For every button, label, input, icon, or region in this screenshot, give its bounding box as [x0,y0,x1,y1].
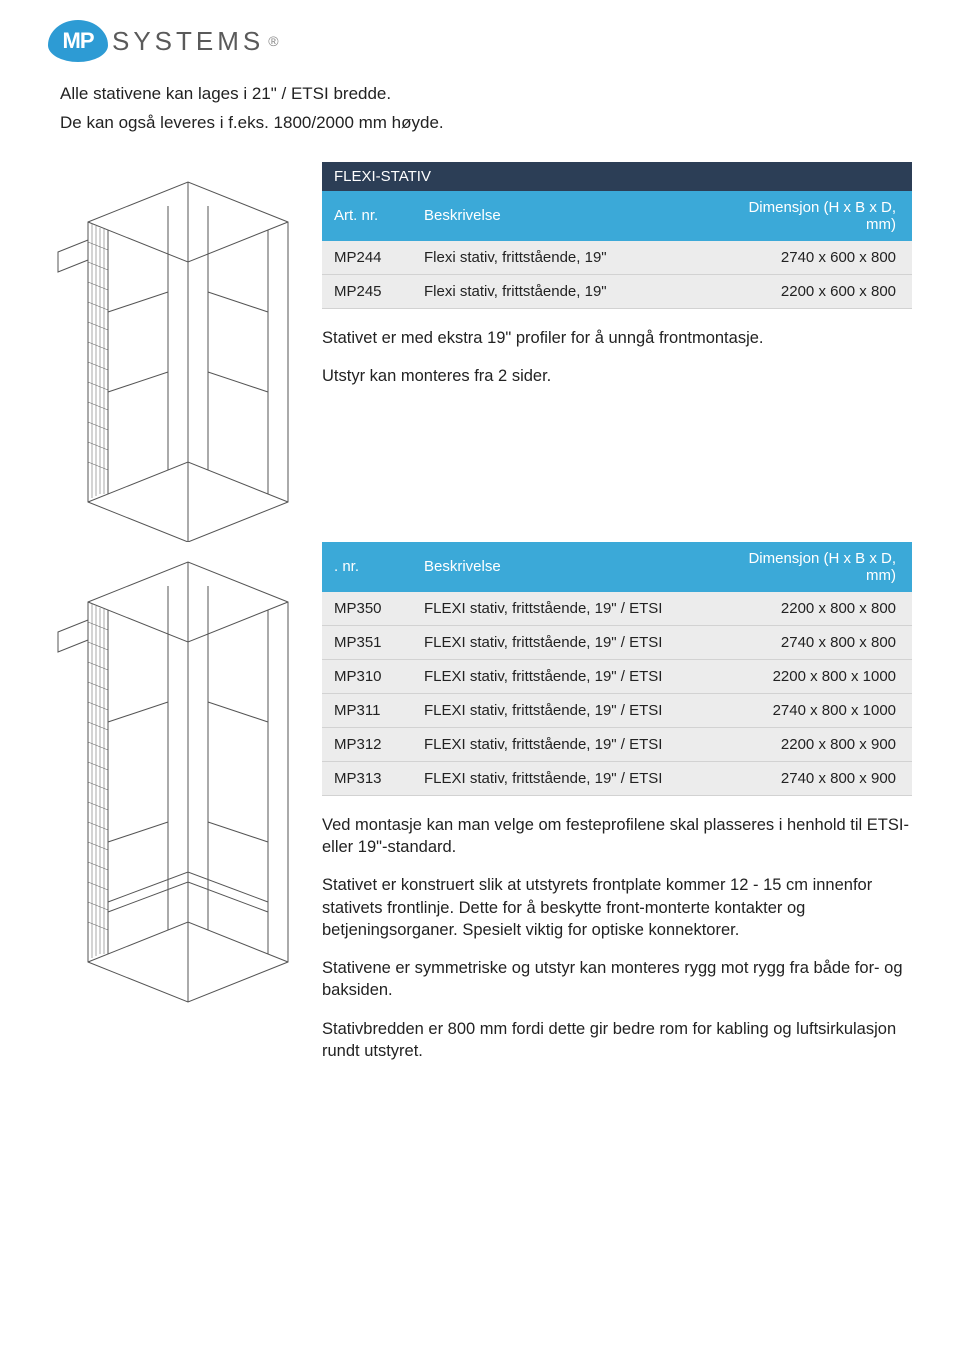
cell-dimensjon: 2200 x 800 x 900 [732,727,912,761]
cell-dimensjon: 2200 x 800 x 800 [732,592,912,626]
cell-beskrivelse: FLEXI stativ, frittstående, 19" / ETSI [412,761,732,795]
cell-artnr: MP244 [322,241,412,275]
flexi-table-2: . nr. Beskrivelse Dimensjon (H x B x D, … [322,542,912,796]
intro-text: Alle stativene kan lages i 21" / ETSI br… [60,80,912,138]
cell-beskrivelse: FLEXI stativ, frittstående, 19" / ETSI [412,592,732,626]
cell-dimensjon: 2740 x 600 x 800 [732,241,912,275]
col-artnr-2: . nr. [322,542,412,592]
col-beskrivelse-2: Beskrivelse [412,542,732,592]
note-2: Utstyr kan monteres fra 2 sider. [322,365,912,387]
intro-line-1: Alle stativene kan lages i 21" / ETSI br… [60,80,912,109]
cell-dimensjon: 2740 x 800 x 900 [732,761,912,795]
table-row: MP244Flexi stativ, frittstående, 19"2740… [322,241,912,275]
col-dimensjon-2: Dimensjon (H x B x D, mm) [732,542,912,592]
col-beskrivelse: Beskrivelse [412,191,732,241]
registered-icon: ® [268,33,278,49]
cell-beskrivelse: FLEXI stativ, frittstående, 19" / ETSI [412,693,732,727]
intro-line-2: De kan også leveres i f.eks. 1800/2000 m… [60,109,912,138]
flexi-table-1: Art. nr. Beskrivelse Dimensjon (H x B x … [322,191,912,309]
table-row: MP312FLEXI stativ, frittstående, 19" / E… [322,727,912,761]
logo-badge: MP [48,20,108,62]
para-2: Stativet er konstruert slik at utstyrets… [322,874,912,941]
section-header-flexi: FLEXI-STATIV [322,162,912,191]
cell-artnr: MP313 [322,761,412,795]
cell-dimensjon: 2200 x 800 x 1000 [732,659,912,693]
cell-artnr: MP351 [322,625,412,659]
note-1: Stativet er med ekstra 19" profiler for … [322,327,912,349]
table-row: MP311FLEXI stativ, frittstående, 19" / E… [322,693,912,727]
col-artnr: Art. nr. [322,191,412,241]
cell-artnr: MP245 [322,274,412,308]
cell-beskrivelse: FLEXI stativ, frittstående, 19" / ETSI [412,659,732,693]
section2-notes: Ved montasje kan man velge om festeprofi… [322,814,912,1062]
cell-beskrivelse: Flexi stativ, frittstående, 19" [412,241,732,275]
cell-artnr: MP310 [322,659,412,693]
table-row: MP310FLEXI stativ, frittstående, 19" / E… [322,659,912,693]
flexi-table-2-body: MP350FLEXI stativ, frittstående, 19" / E… [322,592,912,796]
cell-artnr: MP311 [322,693,412,727]
table-row: MP350FLEXI stativ, frittstående, 19" / E… [322,592,912,626]
para-3: Stativene er symmetriske og utstyr kan m… [322,957,912,1002]
cell-beskrivelse: Flexi stativ, frittstående, 19" [412,274,732,308]
brand-logo: MP SYSTEMS ® [48,20,912,62]
table-row: MP313FLEXI stativ, frittstående, 19" / E… [322,761,912,795]
cell-dimensjon: 2200 x 600 x 800 [732,274,912,308]
cell-beskrivelse: FLEXI stativ, frittstående, 19" / ETSI [412,727,732,761]
para-4: Stativbredden er 800 mm fordi dette gir … [322,1018,912,1063]
logo-brand-text: SYSTEMS [112,26,264,57]
flexi-table-1-body: MP244Flexi stativ, frittstående, 19"2740… [322,241,912,309]
table-row: MP351FLEXI stativ, frittstående, 19" / E… [322,625,912,659]
cell-artnr: MP312 [322,727,412,761]
rack-illustration-2 [48,542,310,1022]
cell-artnr: MP350 [322,592,412,626]
col-dimensjon: Dimensjon (H x B x D, mm) [732,191,912,241]
cell-beskrivelse: FLEXI stativ, frittstående, 19" / ETSI [412,625,732,659]
cell-dimensjon: 2740 x 800 x 1000 [732,693,912,727]
table-row: MP245Flexi stativ, frittstående, 19"2200… [322,274,912,308]
section1-notes: Stativet er med ekstra 19" profiler for … [322,327,912,388]
para-1: Ved montasje kan man velge om festeprofi… [322,814,912,859]
cell-dimensjon: 2740 x 800 x 800 [732,625,912,659]
rack-illustration-1 [48,162,310,542]
